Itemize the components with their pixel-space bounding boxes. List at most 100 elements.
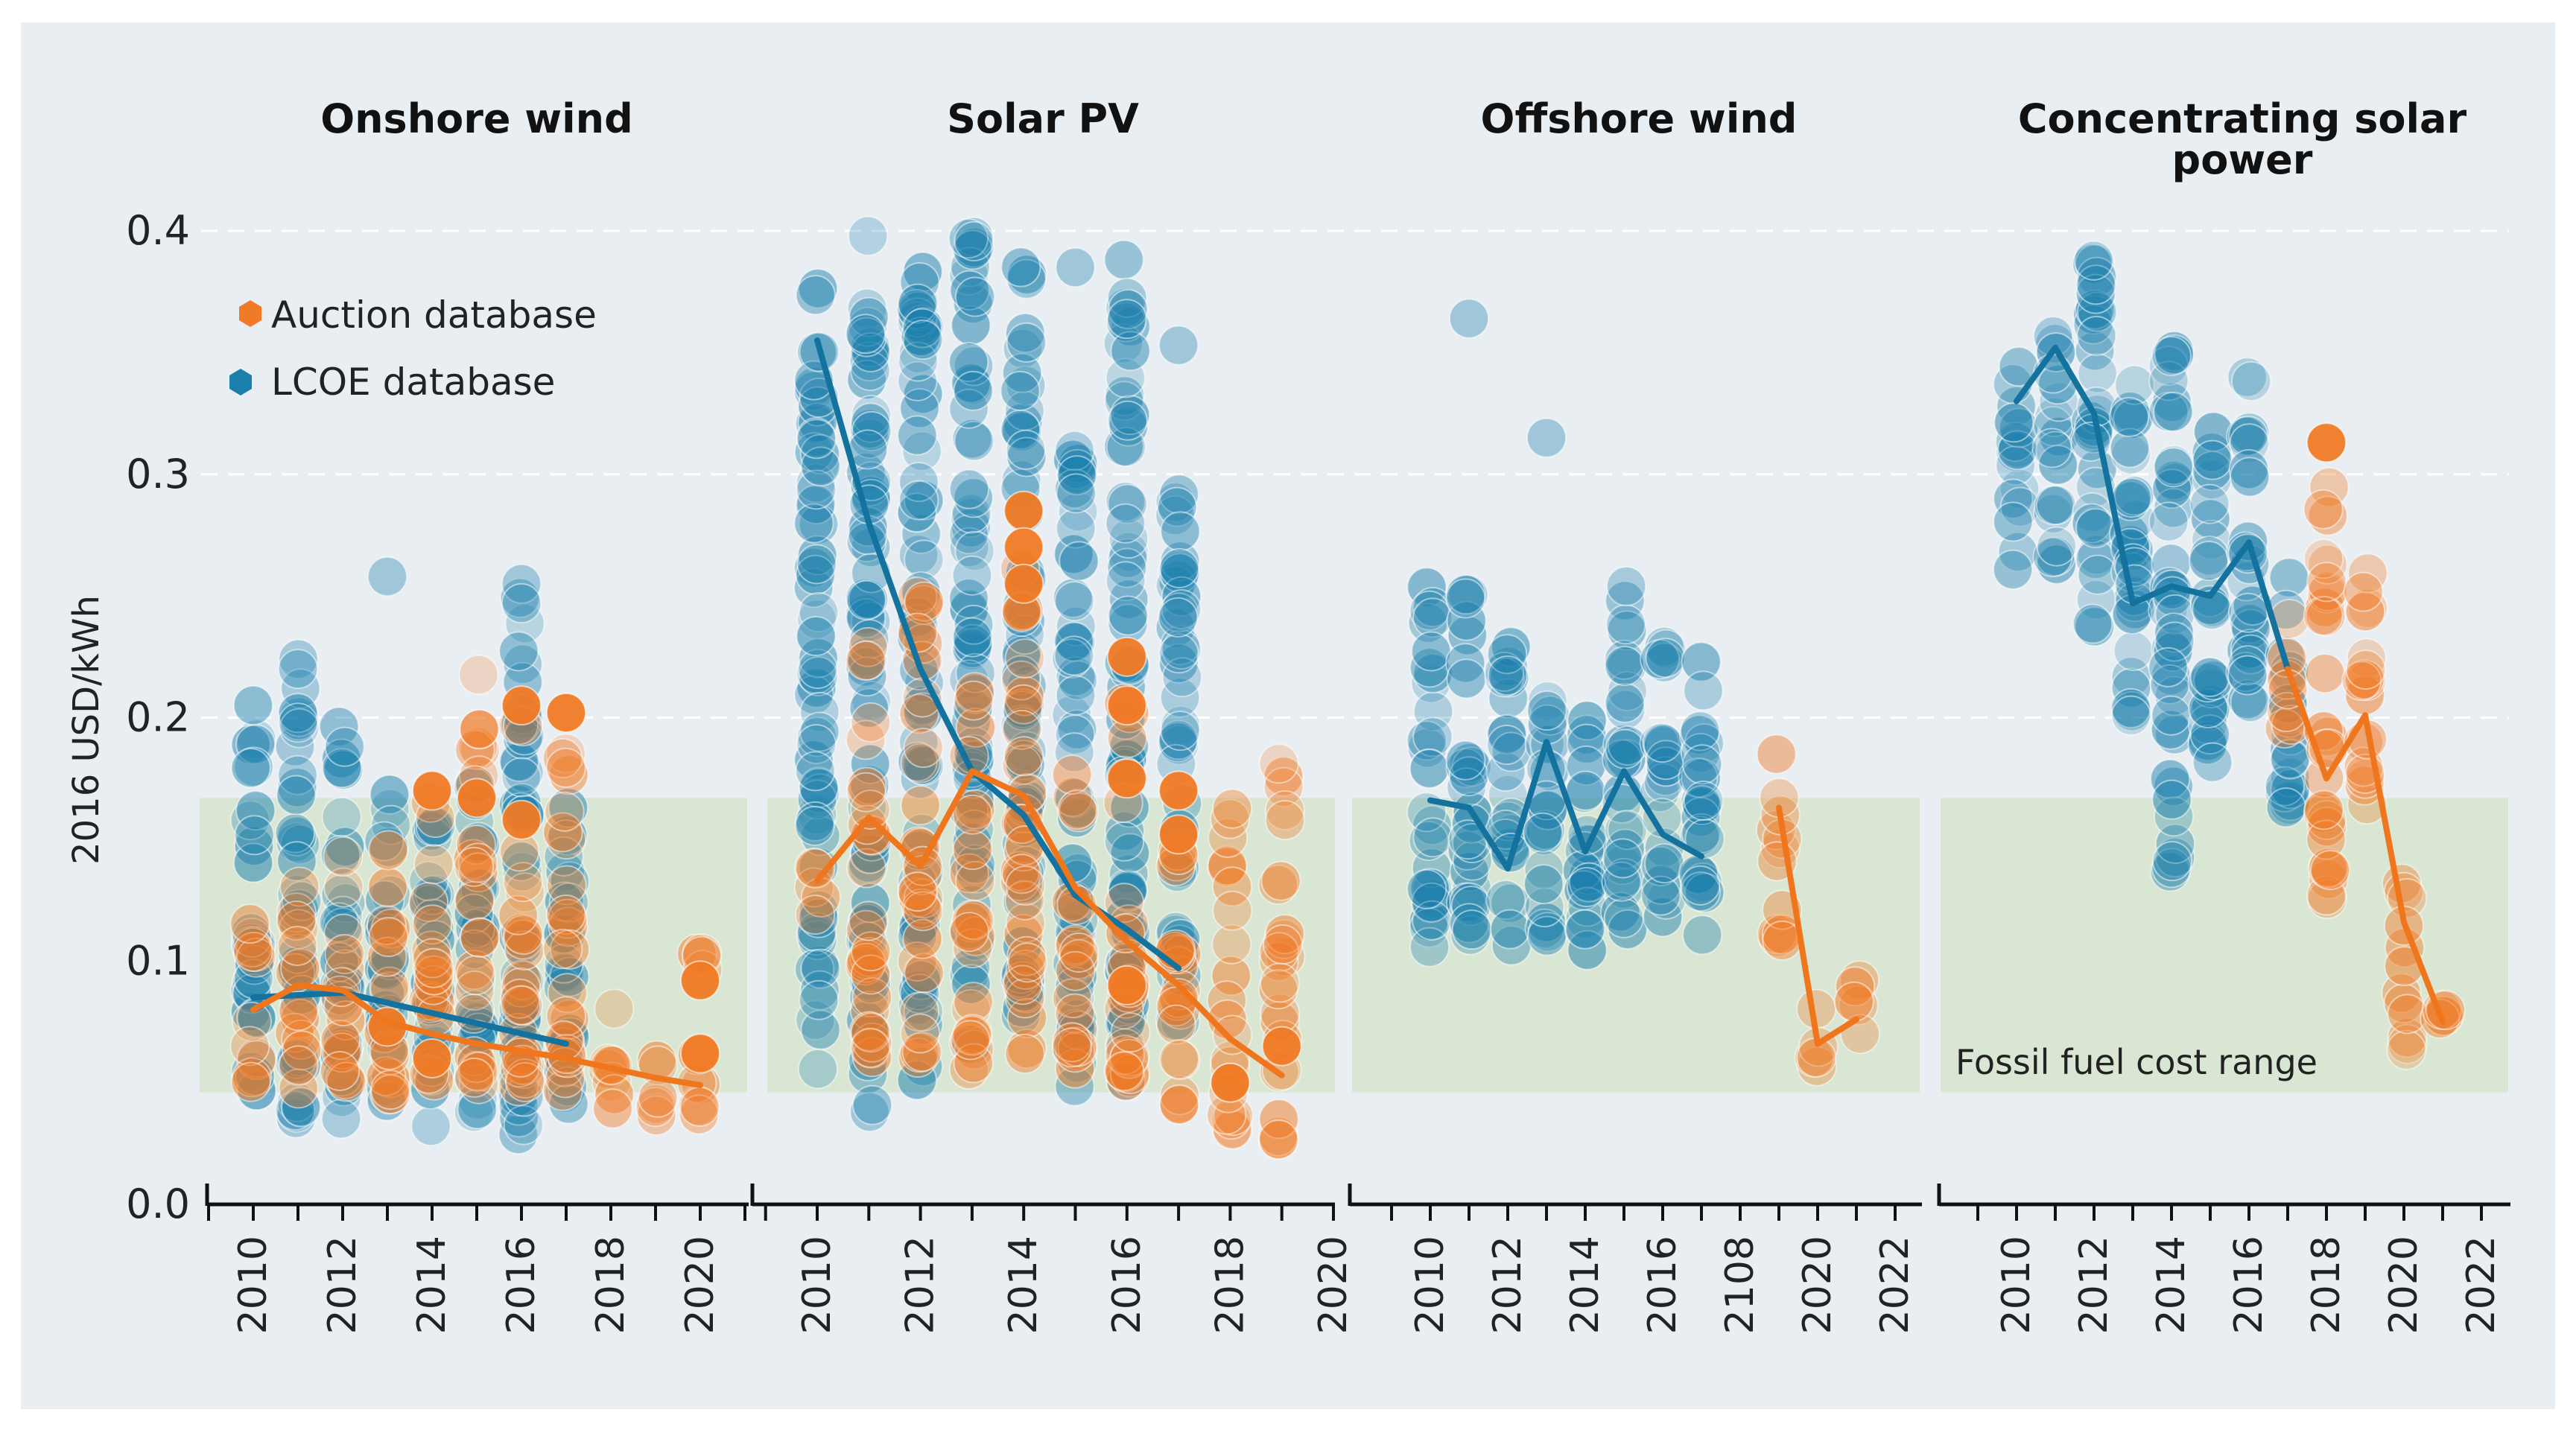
auction-point <box>279 866 320 907</box>
auction-point <box>458 654 499 695</box>
lcoe-point <box>1993 478 2034 519</box>
lcoe-point <box>324 726 365 767</box>
auction-point <box>454 880 495 921</box>
lcoe-point <box>1160 511 1201 552</box>
lcoe-point <box>796 616 837 657</box>
lcoe-point <box>948 388 989 429</box>
lcoe-point <box>2077 353 2118 394</box>
auction-point <box>949 912 990 953</box>
lcoe-point <box>2265 766 2306 807</box>
auction-point <box>229 903 270 944</box>
x-tick-label: 2016 <box>1105 1236 1149 1334</box>
auction-point <box>504 872 545 913</box>
x-tick-label: 2012 <box>320 1236 365 1334</box>
lcoe-point <box>2035 431 2076 471</box>
auction-point <box>1212 866 1253 907</box>
x-tick-label: 2010 <box>231 1236 276 1334</box>
auction-point <box>902 918 943 959</box>
lcoe-trend-line <box>2014 344 2291 673</box>
auction-point <box>795 895 836 935</box>
lcoe-point <box>1680 711 1721 752</box>
auction-point <box>1110 1012 1151 1053</box>
auction-point <box>2303 595 2344 636</box>
panel-title: Offshore wind <box>1481 95 1798 142</box>
lcoe-point <box>798 268 839 309</box>
y-tick-label: 0.0 <box>126 1181 190 1227</box>
x-tick-label: 2022 <box>1873 1236 1917 1334</box>
lcoe-point <box>278 649 318 690</box>
auction-point <box>500 1037 541 1078</box>
lcoe-point <box>1646 879 1687 920</box>
auction-point <box>2306 562 2347 603</box>
lcoe-point <box>2109 396 2150 437</box>
lcoe-point <box>2151 695 2192 736</box>
lcoe-point <box>796 419 837 460</box>
auction-point <box>1005 865 1046 906</box>
x-tick-label: 2014 <box>2149 1236 2194 1334</box>
x-tick-label: 2018 <box>2304 1236 2349 1334</box>
lcoe-point <box>902 308 943 349</box>
auction-point <box>1833 981 1874 1022</box>
lcoe-point <box>2148 501 2189 542</box>
lcoe-point <box>2227 645 2268 686</box>
lcoe-point <box>1105 561 1146 602</box>
lcoe-point <box>1995 445 2036 486</box>
auction-point <box>1212 890 1253 931</box>
lcoe-point <box>1601 861 1642 902</box>
lcoe-point <box>2075 508 2116 549</box>
auction-point <box>903 728 944 769</box>
lcoe-point <box>1526 690 1567 731</box>
lcoe-point <box>2154 621 2195 662</box>
lcoe-point <box>795 275 836 316</box>
lcoe-point <box>897 283 938 324</box>
lcoe-point <box>1001 411 1042 452</box>
lcoe-point <box>2110 695 2151 736</box>
auction-point <box>1003 736 1044 777</box>
lcoe-point <box>2192 742 2233 783</box>
auction-point <box>1104 883 1145 924</box>
lcoe-point <box>2154 796 2195 837</box>
lcoe-point <box>1055 247 1096 288</box>
lcoe-point <box>1056 473 1097 514</box>
x-tick-label: 2010 <box>795 1236 840 1334</box>
lcoe-point <box>2076 315 2117 356</box>
lcoe-point <box>1607 725 1648 766</box>
auction-trend-line <box>814 768 1285 1078</box>
auction-point <box>1106 636 1147 677</box>
auction-point <box>321 1032 362 1073</box>
lcoe-point <box>1681 813 1722 854</box>
auction-point <box>1261 1026 1302 1067</box>
lcoe-point <box>1446 658 1487 699</box>
lcoe-point <box>953 370 994 411</box>
lcoe-point <box>232 684 273 725</box>
lcoe-point <box>1487 634 1528 675</box>
auction-point <box>545 894 586 935</box>
auction-point <box>1258 1099 1299 1140</box>
lcoe-point <box>2113 630 2154 671</box>
lcoe-point <box>321 796 362 837</box>
band-label: Fossil fuel cost range <box>1955 1042 2318 1082</box>
auction-point <box>229 1026 270 1067</box>
lcoe-point <box>1602 838 1643 879</box>
lcoe-point <box>2114 364 2155 405</box>
lcoe-point <box>2151 468 2192 509</box>
lcoe-point <box>799 433 840 474</box>
lcoe-point <box>1523 864 1564 905</box>
auction-point <box>232 917 273 958</box>
auction-point <box>848 1011 889 1052</box>
auction-point <box>846 641 886 682</box>
lcoe-point <box>1105 503 1146 544</box>
x-tick-label: 2016 <box>2227 1236 2271 1334</box>
lcoe-point <box>1451 909 1492 950</box>
auction-point <box>412 1038 452 1078</box>
lcoe-point <box>1604 645 1645 686</box>
lcoe-point <box>369 774 410 815</box>
lcoe-point <box>800 816 841 857</box>
lcoe-point <box>1445 578 1486 619</box>
lcoe-point <box>1681 785 1722 826</box>
lcoe-point <box>1524 887 1565 928</box>
lcoe-point <box>1006 258 1047 299</box>
auction-point <box>1258 1119 1299 1160</box>
lcoe-point <box>2151 709 2192 750</box>
auction-point <box>1210 1062 1251 1103</box>
